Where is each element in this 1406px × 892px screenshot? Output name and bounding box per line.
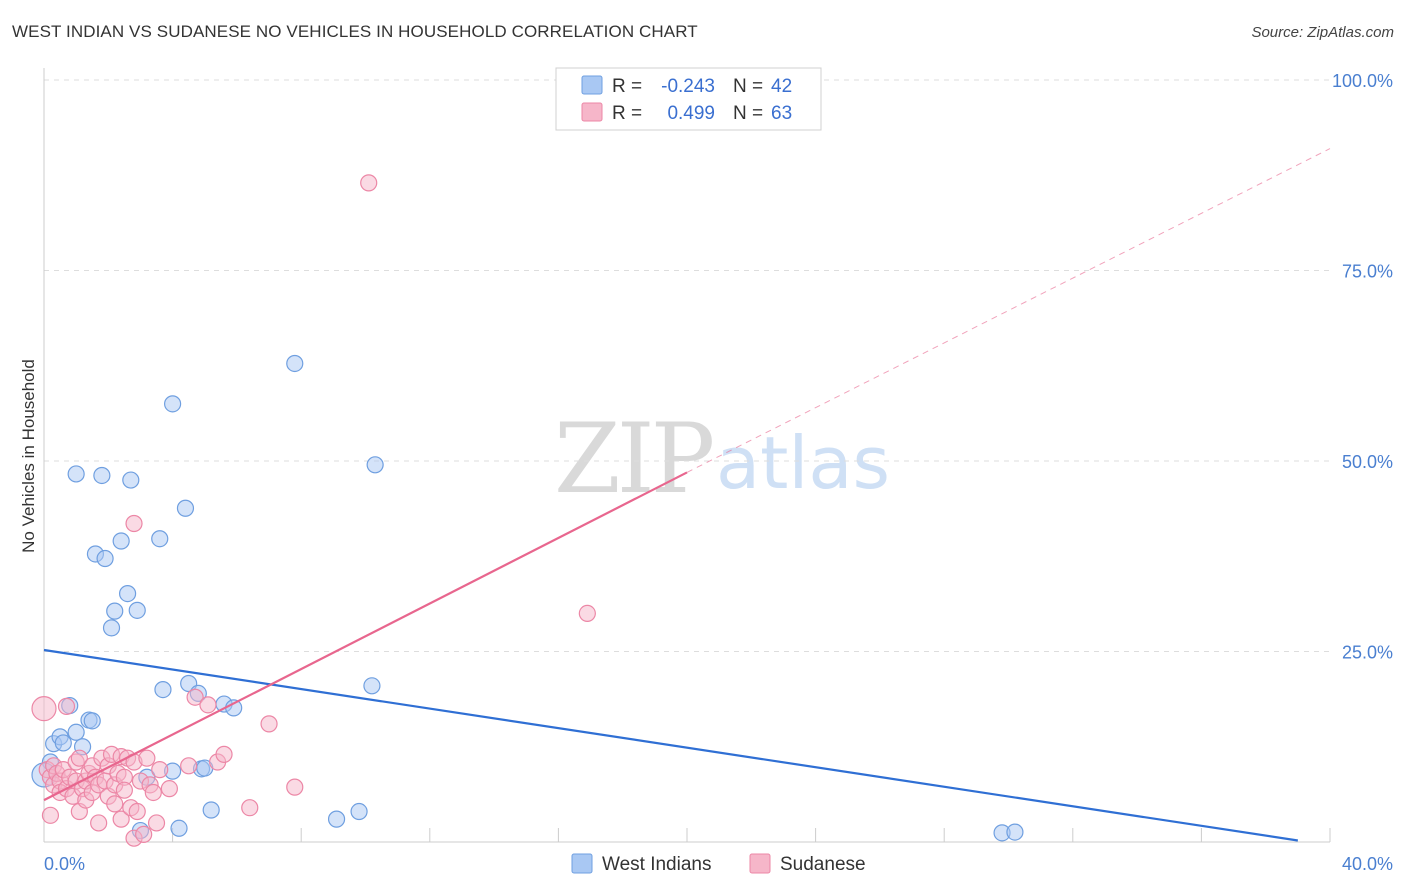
sudanese-point: [144, 783, 162, 802]
west-indians-point: [96, 549, 114, 568]
west-indians-point: [350, 802, 368, 821]
legend-swatch-west-indians: [581, 75, 603, 95]
y-tick-label: 25.0%: [1342, 643, 1393, 663]
bottom-legend-label-west-indians: West Indians: [602, 854, 711, 875]
y-tick-label: 75.0%: [1342, 262, 1393, 282]
west-indians-point: [151, 530, 169, 548]
sudanese-point: [115, 781, 133, 799]
west-indians-point: [102, 619, 121, 637]
west-indians-point: [164, 395, 182, 413]
sudanese-point: [57, 697, 76, 715]
sudanese-point: [135, 825, 153, 843]
west-indians-point: [106, 602, 124, 620]
west-indians-trend-line: [43, 648, 1299, 842]
west-indians-point: [54, 734, 72, 752]
legend-n-value: 42: [771, 76, 792, 97]
sudanese-point: [186, 688, 204, 706]
grid-lines: [44, 79, 1330, 652]
west-indians-point: [128, 601, 146, 619]
west-indians-point: [122, 471, 140, 489]
sudanese-point: [151, 761, 169, 779]
legend-r-value: -0.243: [661, 76, 715, 97]
sudanese-point: [360, 174, 378, 192]
legend-r-label: R =: [612, 103, 642, 124]
sudanese-point: [41, 806, 60, 824]
x-tick-label: 40.0%: [1342, 854, 1393, 874]
watermark-atlas: atlas: [716, 421, 890, 505]
data-points: [31, 174, 1024, 847]
legend-r-value: 0.499: [667, 103, 715, 124]
sudanese-point: [286, 778, 304, 796]
sudanese-point: [138, 749, 156, 767]
west-indians-point: [170, 819, 188, 837]
west-indians-point: [93, 466, 111, 485]
sudanese-point: [199, 696, 217, 714]
west-indians-point: [327, 810, 346, 828]
watermark-zip: ZIP: [554, 403, 713, 515]
sudanese-point: [260, 715, 278, 733]
sudanese-point: [180, 757, 198, 775]
legend-box: R = -0.243 N = 42 R = 0.499 N = 63: [555, 67, 822, 131]
sudanese-point: [578, 604, 596, 623]
sudanese-point: [90, 814, 108, 832]
sudanese-point: [128, 802, 146, 821]
bottom-legend-swatch-west-indians: [571, 853, 593, 874]
sudanese-point: [112, 810, 130, 828]
sudanese-point: [241, 799, 259, 817]
bottom-legend-label-sudanese: Sudanese: [780, 854, 866, 875]
west-indians-point: [112, 532, 130, 550]
tick-labels: 25.0% 50.0% 75.0% 100.0% 0.0% 40.0%: [44, 71, 1393, 874]
west-indians-point: [154, 680, 172, 699]
west-indians-point: [67, 723, 85, 741]
legend-n-value: 63: [771, 103, 792, 124]
trend-lines: [43, 148, 1331, 842]
west-indians-point: [202, 801, 220, 819]
legend-n-label: N =: [733, 103, 763, 124]
source-credit: Source: ZipAtlas.com: [1251, 24, 1394, 41]
chart-title: WEST INDIAN VS SUDANESE NO VEHICLES IN H…: [12, 22, 698, 41]
west-indians-point: [363, 677, 381, 695]
sudanese-trend-line: [686, 148, 1331, 473]
sudanese-trend-line: [43, 471, 688, 802]
sudanese-point: [147, 814, 166, 832]
legend-swatch-sudanese: [581, 102, 603, 122]
y-axis-label: No Vehicles in Household: [19, 359, 38, 553]
west-indians-point: [286, 354, 304, 373]
sudanese-point: [106, 795, 124, 813]
sudanese-point: [70, 749, 88, 767]
sudanese-point: [125, 514, 143, 533]
sudanese-point: [31, 696, 57, 722]
x-tick-label: 0.0%: [44, 854, 85, 874]
west-indians-point: [83, 712, 101, 730]
legend-r-label: R =: [612, 76, 642, 97]
y-tick-label: 50.0%: [1342, 452, 1393, 472]
sudanese-point: [160, 780, 178, 798]
sudanese-point: [215, 745, 233, 763]
west-indians-point: [1006, 823, 1024, 841]
west-indians-point: [118, 584, 137, 603]
legend-n-label: N =: [733, 76, 763, 97]
bottom-legend: West Indians Sudanese: [571, 853, 866, 875]
y-tick-label: 100.0%: [1332, 71, 1393, 91]
west-indians-point: [366, 456, 384, 474]
west-indians-point: [67, 465, 85, 483]
west-indians-point: [176, 499, 195, 517]
bottom-legend-swatch-sudanese: [749, 853, 771, 874]
